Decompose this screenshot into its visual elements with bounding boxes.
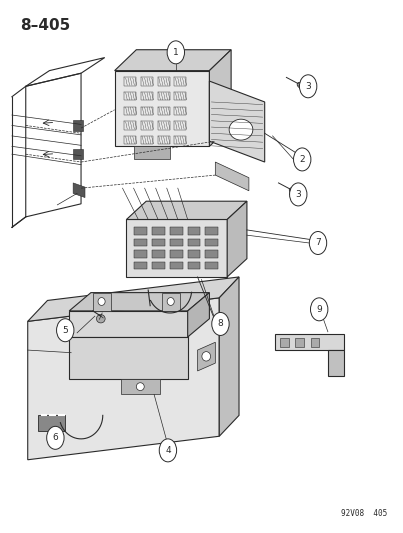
Polygon shape [120,379,160,394]
Bar [188,228,200,235]
Circle shape [212,312,229,335]
Polygon shape [114,50,231,71]
Polygon shape [127,220,227,277]
Bar [170,262,183,269]
Text: 9: 9 [316,305,322,314]
Text: 4: 4 [165,446,171,455]
Bar [134,251,147,257]
Polygon shape [73,120,83,131]
Polygon shape [73,149,83,159]
Polygon shape [197,342,215,371]
Text: 8: 8 [218,319,223,328]
Bar [188,239,200,246]
Bar [280,338,289,348]
Ellipse shape [167,297,174,305]
Polygon shape [162,293,180,311]
Polygon shape [69,293,210,311]
Polygon shape [73,183,85,198]
Ellipse shape [202,352,211,361]
Polygon shape [114,71,210,147]
Polygon shape [328,350,344,376]
Circle shape [159,439,177,462]
Polygon shape [188,293,210,337]
Circle shape [299,75,317,98]
Polygon shape [210,81,265,162]
Bar [206,251,218,257]
Bar [170,228,183,235]
Ellipse shape [289,188,295,193]
Polygon shape [274,334,344,350]
Circle shape [293,148,311,171]
Text: 2: 2 [299,155,305,164]
Bar [170,251,183,257]
Ellipse shape [297,83,303,88]
Polygon shape [219,277,239,436]
Circle shape [310,298,328,321]
Text: 92V08  405: 92V08 405 [341,509,387,518]
Text: 8–405: 8–405 [20,19,70,34]
Polygon shape [93,293,111,311]
Text: 1: 1 [173,48,179,57]
Polygon shape [69,311,188,337]
Polygon shape [28,298,219,460]
Bar [152,251,165,257]
Bar [206,239,218,246]
Bar [206,262,218,269]
Bar [170,239,183,246]
Ellipse shape [96,314,105,323]
Text: 5: 5 [62,326,68,335]
Ellipse shape [98,297,105,305]
Text: 3: 3 [295,190,301,199]
Bar [188,262,200,269]
Polygon shape [134,147,170,159]
Bar [134,239,147,246]
Circle shape [167,41,185,64]
Polygon shape [37,415,65,431]
Polygon shape [210,50,231,147]
Circle shape [47,426,64,449]
Circle shape [290,183,307,206]
Text: 6: 6 [52,433,58,442]
Bar [310,338,319,348]
Bar [295,338,304,348]
Ellipse shape [136,383,144,391]
Bar [152,239,165,246]
Bar [206,228,218,235]
Circle shape [310,231,327,254]
Bar [134,262,147,269]
Text: 3: 3 [305,82,311,91]
Polygon shape [227,201,247,277]
Bar [134,228,147,235]
Polygon shape [28,277,239,321]
Circle shape [56,319,74,342]
Ellipse shape [229,119,253,140]
Bar [152,262,165,269]
Polygon shape [127,201,247,220]
Bar [188,251,200,257]
Bar [152,228,165,235]
Polygon shape [69,337,188,379]
Text: 7: 7 [315,238,321,247]
Polygon shape [215,162,249,191]
